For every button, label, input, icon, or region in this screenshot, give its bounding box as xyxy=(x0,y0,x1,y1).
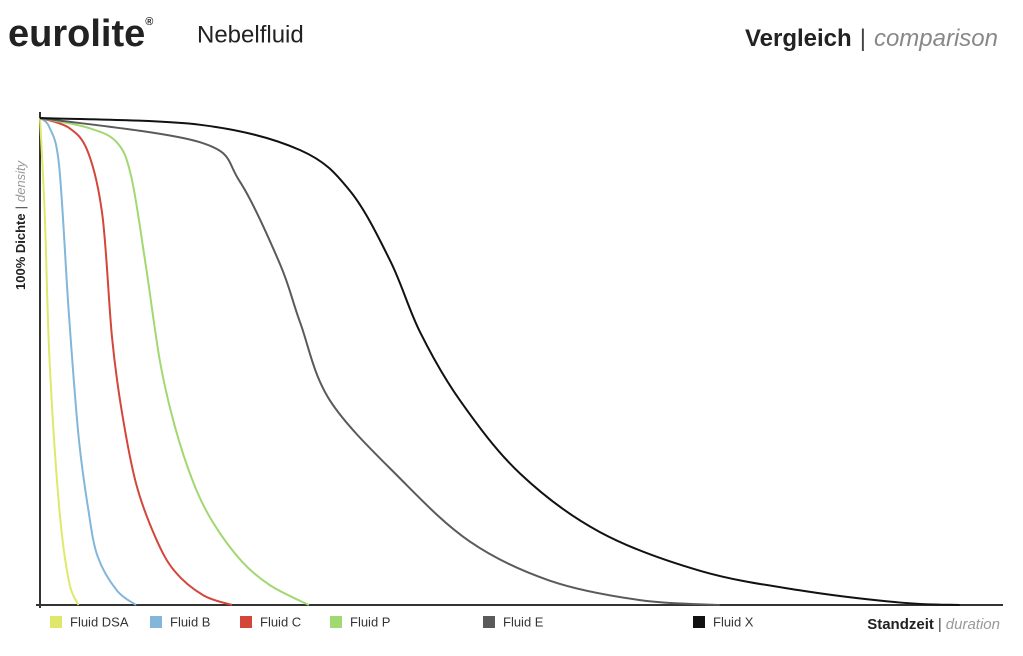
legend-label: Fluid C xyxy=(260,614,301,629)
subtitle: Nebelfluid xyxy=(197,21,304,48)
line xyxy=(39,117,233,606)
y-label-en: density xyxy=(13,159,28,202)
legend-swatch xyxy=(50,616,62,628)
x-label-en: duration xyxy=(946,616,1000,633)
legend-label: Fluid DSA xyxy=(70,614,129,629)
heading-sep: | xyxy=(860,25,866,52)
legend-label: Fluid B xyxy=(170,614,210,629)
heading-en: comparison xyxy=(874,25,998,52)
line xyxy=(39,117,80,606)
line xyxy=(39,117,137,606)
x-label-de: Standzeit xyxy=(867,616,934,633)
line xyxy=(39,117,720,606)
heading: Vergleich | comparison xyxy=(745,25,998,52)
brand: eurolite® xyxy=(8,13,153,55)
legend-swatch xyxy=(150,616,162,628)
legend-swatch xyxy=(240,616,252,628)
legend-swatch xyxy=(693,616,705,628)
heading-de: Vergleich xyxy=(745,25,852,52)
x-label-sep: | xyxy=(938,616,942,633)
line xyxy=(39,117,310,606)
y-label-de: 100% Dichte xyxy=(13,213,28,290)
brand-name: eurolite xyxy=(8,13,145,55)
brand-mark: ® xyxy=(145,16,153,28)
legend-label: Fluid E xyxy=(503,614,544,629)
x-label: Standzeit | duration xyxy=(867,616,1000,633)
legend-label: Fluid X xyxy=(713,614,754,629)
y-label-sep: | xyxy=(13,206,28,209)
line xyxy=(39,117,960,606)
legend-swatch xyxy=(483,616,495,628)
legend-label: Fluid P xyxy=(350,614,390,629)
y-label: 100% Dichte | density xyxy=(13,159,28,290)
legend-swatch xyxy=(330,616,342,628)
